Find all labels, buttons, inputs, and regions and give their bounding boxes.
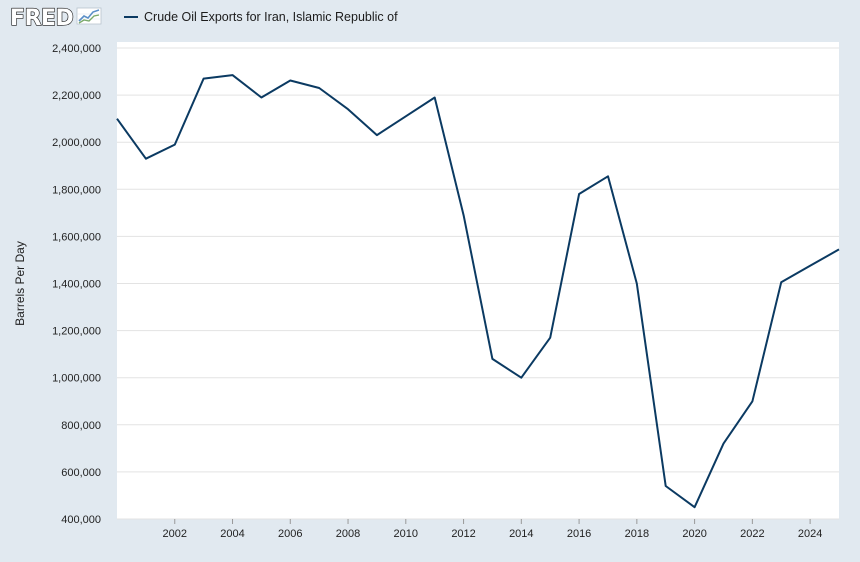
y-tick-label: 1,200,000 bbox=[52, 326, 101, 338]
plot-area bbox=[117, 42, 839, 519]
x-tick-label: 2018 bbox=[625, 528, 649, 540]
fred-logo-text: FRED bbox=[9, 5, 74, 31]
series-layer bbox=[113, 71, 843, 511]
y-tick-label: 800,000 bbox=[61, 420, 101, 432]
y-tick-label: 1,000,000 bbox=[52, 373, 101, 385]
data-point[interactable] bbox=[488, 355, 496, 363]
data-point[interactable] bbox=[431, 93, 439, 101]
y-tick-label: 1,400,000 bbox=[52, 279, 101, 291]
data-point[interactable] bbox=[460, 211, 468, 219]
x-tick-label: 2014 bbox=[509, 528, 533, 540]
y-tick-label: 1,800,000 bbox=[52, 184, 101, 196]
data-point[interactable] bbox=[373, 131, 381, 139]
y-axis-label: Barrels Per Day bbox=[13, 241, 27, 326]
chart-header: FRED Crude Oil Exports for Iran, Islamic… bbox=[0, 0, 860, 36]
data-point[interactable] bbox=[748, 397, 756, 405]
x-tick-label: 2002 bbox=[163, 528, 187, 540]
y-tick-label: 2,200,000 bbox=[52, 90, 101, 102]
line-graph-icon bbox=[76, 6, 102, 31]
series-line[interactable] bbox=[116, 74, 840, 509]
data-point[interactable] bbox=[315, 84, 323, 92]
y-tick-label: 2,400,000 bbox=[52, 43, 101, 55]
x-tick-label: 2008 bbox=[336, 528, 360, 540]
data-point[interactable] bbox=[113, 115, 121, 123]
data-point[interactable] bbox=[517, 374, 525, 382]
data-point[interactable] bbox=[402, 112, 410, 120]
data-point[interactable] bbox=[257, 93, 265, 101]
data-point[interactable] bbox=[719, 440, 727, 448]
data-point[interactable] bbox=[229, 71, 237, 79]
legend-swatch bbox=[124, 16, 138, 18]
data-point[interactable] bbox=[835, 245, 843, 253]
y-tick-label: 2,000,000 bbox=[52, 137, 101, 149]
data-point[interactable] bbox=[662, 482, 670, 490]
legend-label: Crude Oil Exports for Iran, Islamic Repu… bbox=[144, 10, 398, 24]
data-point[interactable] bbox=[200, 75, 208, 83]
x-tick-label: 2024 bbox=[798, 528, 822, 540]
data-point[interactable] bbox=[142, 155, 150, 163]
x-tick-label: 2010 bbox=[394, 528, 418, 540]
data-point[interactable] bbox=[777, 278, 785, 286]
y-tick-label: 400,000 bbox=[61, 514, 101, 526]
data-point[interactable] bbox=[575, 190, 583, 198]
data-point[interactable] bbox=[604, 172, 612, 180]
x-axis-ticks: 2002 2004 2006 2008 2010 2012 2014 2016 2018 2020… bbox=[163, 519, 822, 540]
data-point[interactable] bbox=[633, 280, 641, 288]
x-tick-label: 2004 bbox=[220, 528, 244, 540]
x-tick-label: 2020 bbox=[682, 528, 706, 540]
data-point[interactable] bbox=[546, 334, 554, 342]
x-tick-label: 2012 bbox=[451, 528, 475, 540]
y-axis-ticks: 400,000 600,000 800,000 1,000,000 1,200,000 1… bbox=[52, 43, 101, 526]
y-tick-label: 600,000 bbox=[61, 467, 101, 479]
chart-legend: Crude Oil Exports for Iran, Islamic Repu… bbox=[124, 10, 398, 24]
data-point[interactable] bbox=[344, 105, 352, 113]
x-tick-label: 2022 bbox=[740, 528, 764, 540]
fred-logo[interactable]: FRED bbox=[9, 5, 102, 31]
x-tick-label: 2016 bbox=[567, 528, 591, 540]
data-point[interactable] bbox=[286, 76, 294, 84]
x-tick-label: 2006 bbox=[278, 528, 302, 540]
data-point[interactable] bbox=[806, 262, 814, 270]
y-tick-label: 1,600,000 bbox=[52, 231, 101, 243]
data-point[interactable] bbox=[171, 141, 179, 149]
data-point[interactable] bbox=[691, 503, 699, 511]
